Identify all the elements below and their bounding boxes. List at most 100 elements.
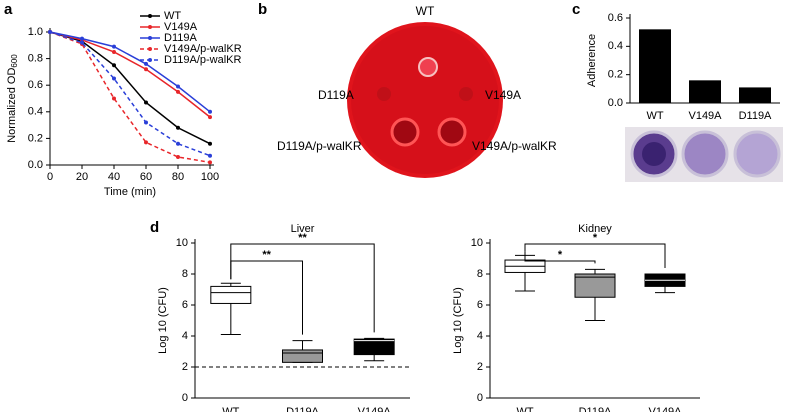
series-line: [49, 31, 211, 113]
series-line: [49, 31, 211, 145]
series-line: [49, 31, 211, 118]
significance-bracket: [524, 243, 666, 268]
y-tick-label: 0.6: [608, 12, 623, 24]
chart-title: Kidney: [578, 223, 612, 235]
legend-marker: [148, 14, 152, 18]
y-axis-label: Normalized OD600: [6, 54, 19, 143]
spot: [459, 87, 473, 101]
legend-marker: [148, 58, 152, 62]
x-tick-label: 60: [140, 171, 152, 183]
data-point: [208, 160, 212, 165]
panel-letter: c: [572, 1, 580, 18]
data-point: [208, 115, 212, 120]
data-point: [112, 76, 116, 81]
data-point: [176, 84, 180, 89]
x-tick-label: 0: [47, 171, 53, 183]
y-axis-label-text: Log 10 (CFU): [157, 287, 169, 354]
data-point: [80, 36, 84, 41]
data-point: [176, 141, 180, 146]
y-tick-label: 1.0: [28, 26, 43, 38]
y-axis-label-text: Log 10 (CFU): [452, 287, 464, 354]
y-tick-label: 4: [182, 330, 188, 342]
legend-label: V149A/p-walKR: [164, 43, 242, 55]
y-axis-label-text: Normalized OD: [6, 68, 18, 143]
data-point: [48, 30, 52, 34]
data-point: [112, 44, 116, 49]
legend-marker: [148, 36, 152, 40]
panel-letter: b: [258, 1, 267, 18]
data-point: [80, 40, 84, 45]
data-point: [112, 96, 116, 101]
y-axis-label: Log 10 (CFU): [452, 287, 464, 354]
data-point: [208, 153, 212, 158]
significance-bracket: [230, 260, 303, 335]
data-point: [144, 67, 148, 72]
well: [642, 142, 666, 166]
y-tick-label: 0.6: [28, 79, 43, 91]
well-image: [625, 127, 783, 182]
y-axis-label: Adherence: [586, 34, 598, 87]
y-axis-label-text: Adherence: [586, 34, 598, 87]
x-tick-label: D119A: [739, 110, 772, 122]
significance-label: *: [558, 249, 563, 261]
y-tick-label: 6: [182, 299, 188, 311]
significance-label: **: [298, 232, 307, 244]
x-tick-label: D119A: [286, 406, 319, 412]
box: [353, 338, 395, 356]
y-tick-label: 0: [477, 392, 483, 404]
plate-label: V149A/p-walKR: [472, 139, 557, 153]
plate-image: [340, 15, 510, 178]
x-axis-label: Time (min): [104, 186, 156, 198]
y-axis-label-sub: 600: [10, 54, 19, 68]
x-tick-label: V149A: [688, 110, 722, 122]
y-tick-label: 0.0: [28, 159, 43, 171]
data-point: [176, 125, 180, 130]
x-tick-label: V149A: [648, 406, 682, 412]
y-tick-label: 4: [477, 330, 483, 342]
plate-label: V149A: [485, 88, 521, 102]
panel-letter: d: [150, 219, 159, 236]
x-tick-label: V149A: [358, 406, 392, 412]
y-tick-label: 2: [182, 361, 188, 373]
x-tick-label: WT: [222, 406, 239, 412]
data-point: [176, 89, 180, 94]
data-point: [112, 63, 116, 68]
y-tick-label: 0.4: [608, 40, 623, 52]
data-point: [144, 100, 148, 105]
spot: [377, 87, 391, 101]
bar: [689, 80, 721, 103]
y-tick-label: 10: [471, 237, 483, 249]
x-tick-label: 80: [172, 171, 184, 183]
bar: [639, 29, 671, 103]
y-tick-label: 8: [477, 268, 483, 280]
x-tick-label: WT: [646, 110, 663, 122]
plate-label: D119A/p-walKR: [277, 139, 362, 153]
spot: [437, 117, 467, 147]
legend-label: D119A/p-walKR: [164, 54, 241, 66]
y-tick-label: 2: [477, 361, 483, 373]
x-tick-label: WT: [516, 406, 533, 412]
y-tick-label: 0.8: [28, 53, 43, 65]
x-tick-label: 100: [201, 171, 219, 183]
x-tick-label: 40: [108, 171, 120, 183]
data-point: [144, 120, 148, 125]
x-tick-label: D119A: [579, 406, 612, 412]
bar: [739, 87, 771, 103]
legend-label: WT: [164, 10, 181, 22]
data-point: [112, 49, 116, 54]
significance-label: **: [262, 249, 271, 261]
data-point: [144, 61, 148, 66]
series-line: [49, 31, 211, 157]
y-tick-label: 0: [182, 392, 188, 404]
spot: [418, 57, 438, 77]
y-tick-label: 6: [477, 299, 483, 311]
y-tick-label: 0.2: [28, 132, 43, 144]
data-point: [208, 141, 212, 146]
y-axis-label: Log 10 (CFU): [157, 287, 169, 354]
well: [733, 130, 781, 178]
box: [210, 285, 252, 304]
data-point: [144, 140, 148, 145]
y-tick-label: 8: [182, 268, 188, 280]
chart-title: Liver: [291, 223, 315, 235]
